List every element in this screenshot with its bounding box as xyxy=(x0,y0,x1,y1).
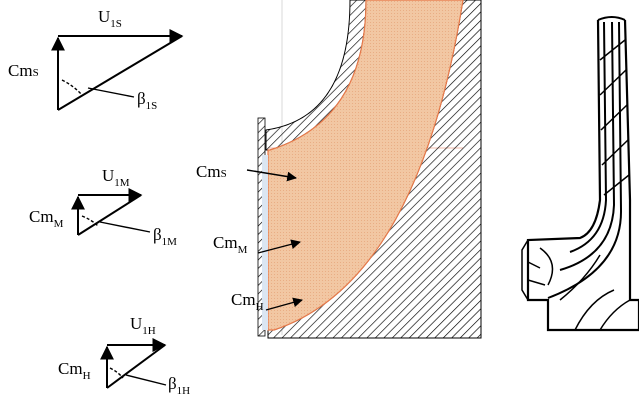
w1m-vector xyxy=(77,194,142,236)
cms-arrow xyxy=(246,169,297,182)
cmh-arrow xyxy=(265,297,303,311)
blade-strand xyxy=(547,21,623,299)
u1h-label: U1H xyxy=(130,314,156,337)
beta1s-label: β1S xyxy=(137,89,157,112)
velocity-triangle-mid: U1M CmM β1M xyxy=(29,166,177,248)
cms-label: CmS xyxy=(8,61,39,80)
meridional-cms-label: CmS xyxy=(196,162,227,181)
inlet-strip xyxy=(262,155,268,330)
cmh-label: CmH xyxy=(58,359,91,382)
meridional-section: CmS CmM CmH xyxy=(196,0,482,339)
blade-strand xyxy=(569,21,608,253)
beta1s-arc xyxy=(61,79,83,96)
u1s-label: U1S xyxy=(98,7,122,30)
beta1m-arc xyxy=(81,215,99,227)
blade-leading-edge xyxy=(521,239,529,301)
cmm-arrow xyxy=(257,239,301,254)
impeller-blade-sketch xyxy=(521,16,639,332)
blade-strand xyxy=(559,21,616,271)
u1m-label: U1M xyxy=(102,166,130,189)
beta1s-leader xyxy=(87,87,135,98)
w1h-vector xyxy=(106,344,166,389)
velocity-triangle-hub: U1H CmH β1H xyxy=(58,314,190,394)
velocity-triangle-shroud: U1S CmS β1S xyxy=(8,7,184,112)
cmm-label: CmM xyxy=(29,207,64,230)
blade-outline xyxy=(526,19,639,332)
meridional-cmh-label: CmH xyxy=(231,290,264,313)
beta1h-leader xyxy=(125,374,167,386)
flow-passage xyxy=(267,0,464,331)
beta1h-arc xyxy=(109,367,124,379)
beta1m-leader xyxy=(99,221,151,233)
blade-lower-web xyxy=(527,247,631,331)
w1s-vector xyxy=(57,35,183,111)
blade-top xyxy=(597,16,626,21)
beta1m-label: β1M xyxy=(153,225,177,248)
meridional-cmm-label: CmM xyxy=(213,233,248,256)
beta1h-label: β1H xyxy=(168,374,190,394)
blade-cross-lines xyxy=(599,39,630,196)
